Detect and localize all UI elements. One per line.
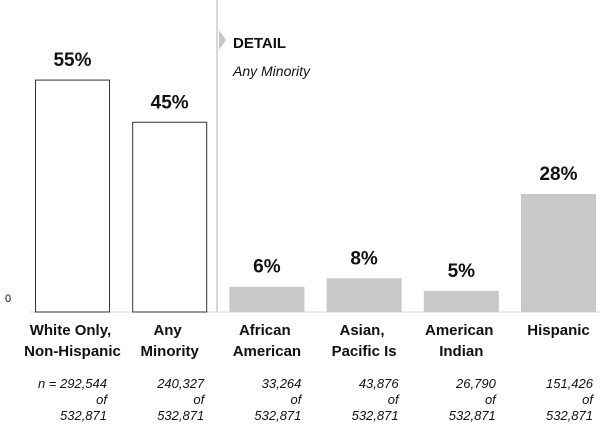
sample-note: 151,426: [546, 376, 594, 391]
value-label: 6%: [253, 257, 281, 278]
x-tick-label: American Indian: [425, 322, 498, 360]
x-tick-label: Hispanic: [527, 322, 590, 339]
sample-note: of: [193, 392, 205, 407]
value-label: 8%: [350, 248, 378, 269]
sample-note: 532,871: [254, 408, 301, 423]
bar: [326, 278, 402, 312]
x-tick-label: White Only, Non-Hispanic: [24, 322, 121, 360]
sample-note: 532,871: [546, 408, 593, 423]
value-label: 55%: [53, 50, 91, 71]
sample-note: of: [582, 392, 594, 407]
bar: [423, 290, 499, 312]
sample-note: 33,264: [262, 376, 302, 391]
sample-note: 532,871: [157, 408, 204, 423]
sample-note: 26,790: [455, 376, 497, 391]
sample-note: n = 292,544: [38, 376, 107, 391]
bar: [35, 79, 110, 313]
detail-marker: [219, 30, 226, 50]
sample-note: 43,876: [359, 376, 400, 391]
sample-note: of: [96, 392, 108, 407]
x-tick-label: Asian, Pacific Is: [332, 322, 397, 360]
x-tick-label: Any Minority: [141, 322, 200, 360]
sample-note: of: [388, 392, 400, 407]
value-label: 45%: [151, 92, 189, 113]
sample-note: 532,871: [352, 408, 399, 423]
value-label: 28%: [539, 164, 577, 185]
sample-note: 532,871: [60, 408, 107, 423]
bar: [521, 193, 596, 312]
bar: [229, 286, 305, 312]
sample-note: 532,871: [449, 408, 496, 423]
detail-title: DETAIL: [233, 35, 286, 52]
y-tick-label: 0: [5, 293, 11, 305]
sample-note: 240,327: [156, 376, 205, 391]
bar: [132, 121, 208, 313]
x-tick-label: African American: [233, 322, 301, 360]
value-label: 5%: [448, 261, 476, 282]
sample-note: of: [485, 392, 497, 407]
sample-note: of: [291, 392, 303, 407]
detail-subtitle: Any Minority: [232, 63, 311, 79]
